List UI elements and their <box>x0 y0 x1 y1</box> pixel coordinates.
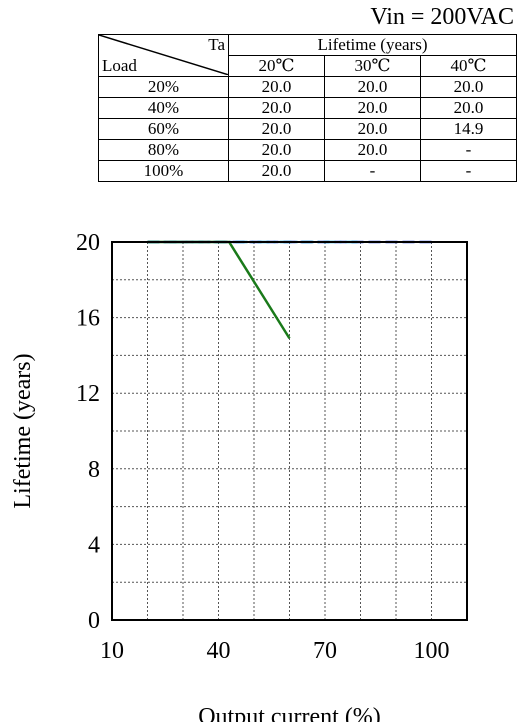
load-cell: 80% <box>98 139 229 161</box>
lifetime-cell: 20.0 <box>324 118 421 140</box>
temperature-header: 30℃ <box>324 55 421 77</box>
x-tick-label: 100 <box>414 638 450 664</box>
lifetime-table: Ta Load Lifetime (years) 20℃ 30℃ 40℃ 20%… <box>98 34 518 182</box>
y-tick-label: 0 <box>88 608 100 634</box>
lifetime-cell: 20.0 <box>228 118 325 140</box>
lifetime-cell: 20.0 <box>324 76 421 98</box>
table-row: 20% 20.0 20.0 20.0 <box>98 76 518 98</box>
x-tick-label: 70 <box>313 638 337 664</box>
lifetime-group-header: Lifetime (years) <box>227 34 518 56</box>
table-row: 100% 20.0 - - <box>98 160 518 182</box>
lifetime-cell: 20.0 <box>228 139 325 161</box>
lifetime-cell: 20.0 <box>419 76 518 98</box>
x-tick-label: 10 <box>100 638 124 664</box>
x-axis-label: Output current (%) <box>198 704 381 722</box>
chart-tick-labels: 0 4 8 12 16 20 10 40 70 100 <box>76 230 450 664</box>
lifetime-cell: 20.0 <box>324 139 421 161</box>
lifetime-cell: - <box>324 160 421 182</box>
lifetime-cell: 20.0 <box>228 97 325 119</box>
table-row: 80% 20.0 20.0 - <box>98 139 518 161</box>
lifetime-cell: - <box>419 139 518 161</box>
table-row: 60% 20.0 20.0 14.9 <box>98 118 518 140</box>
table-row: 40% 20.0 20.0 20.0 <box>98 97 518 119</box>
load-label: Load <box>102 56 137 75</box>
load-cell: 100% <box>98 160 229 182</box>
load-cell: 60% <box>98 118 229 140</box>
lifetime-cell: 14.9 <box>419 118 518 140</box>
y-tick-label: 20 <box>76 230 100 256</box>
y-tick-label: 4 <box>88 532 100 558</box>
y-tick-label: 12 <box>76 381 100 407</box>
table-corner-cell: Ta Load <box>98 34 229 77</box>
temperature-header: 40℃ <box>419 55 518 77</box>
corner-diagonal <box>99 35 229 75</box>
ambient-temperature-label: Ta <box>208 35 225 54</box>
chart-grid <box>112 242 467 620</box>
y-tick-label: 8 <box>88 457 100 483</box>
temperature-header: 20℃ <box>228 55 325 77</box>
lifetime-chart: 0 4 8 12 16 20 10 40 70 100 Lifetime (years) Outp… <box>10 230 468 722</box>
x-tick-label: 40 <box>207 638 231 664</box>
lifetime-cell: 20.0 <box>228 76 325 98</box>
lifetime-cell: 20.0 <box>324 97 421 119</box>
plot-frame <box>111 241 468 621</box>
lifetime-cell: - <box>419 160 518 182</box>
lifetime-cell: 20.0 <box>419 97 518 119</box>
y-axis-label: Lifetime (years) <box>10 353 36 508</box>
lifetime-cell: 20.0 <box>228 160 325 182</box>
load-cell: 20% <box>98 76 229 98</box>
input-voltage-label: Vin = 200VAC <box>370 4 514 30</box>
load-cell: 40% <box>98 97 229 119</box>
y-tick-label: 16 <box>76 306 100 332</box>
